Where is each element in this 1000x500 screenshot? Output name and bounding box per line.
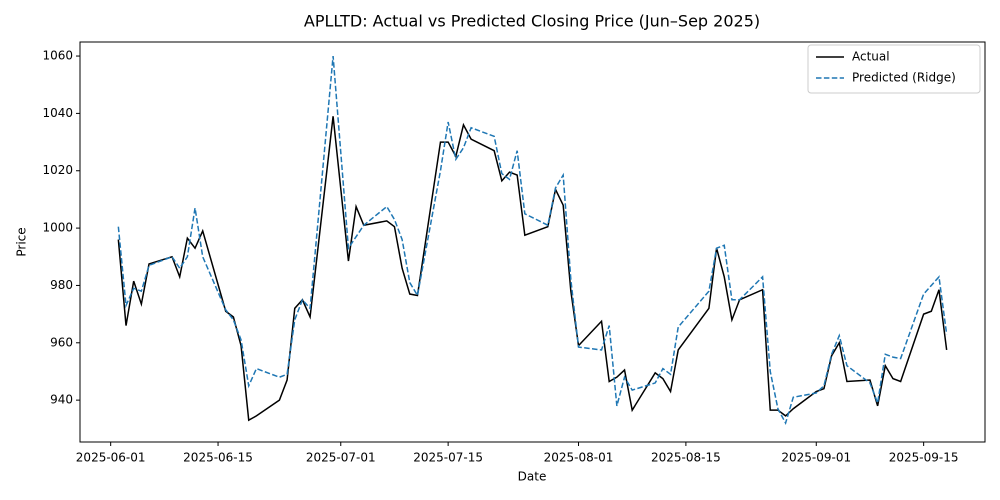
x-tick-label: 2025-08-01 (544, 451, 614, 465)
y-tick-label: 1040 (42, 106, 73, 120)
y-tick-label: 960 (50, 335, 73, 349)
series-line (117, 55, 948, 426)
y-tick-label: 1060 (42, 49, 73, 63)
x-tick-label: 2025-07-01 (306, 451, 376, 465)
x-tick-label: 2025-06-01 (76, 451, 146, 465)
x-tick-label: 2025-07-15 (413, 451, 483, 465)
y-tick-label: 940 (50, 393, 73, 407)
legend-box (807, 44, 981, 94)
y-axis-label: Price (15, 227, 29, 256)
legend-label: Predicted (Ridge) (852, 71, 956, 85)
x-tick-label: 2025-09-01 (781, 451, 851, 465)
x-axis-label: Date (518, 470, 547, 484)
x-tick-label: 2025-06-15 (183, 451, 253, 465)
x-tick-label: 2025-08-15 (651, 451, 721, 465)
chart-title: APLLTD: Actual vs Predicted Closing Pric… (304, 12, 760, 31)
y-tick-label: 1020 (42, 163, 73, 177)
y-tick-label: 1000 (42, 221, 73, 235)
plot-frame (79, 41, 986, 443)
legend-label: Actual (852, 50, 890, 64)
y-tick-label: 980 (50, 278, 73, 292)
series-line (117, 116, 948, 422)
x-tick-label: 2025-09-15 (889, 451, 959, 465)
